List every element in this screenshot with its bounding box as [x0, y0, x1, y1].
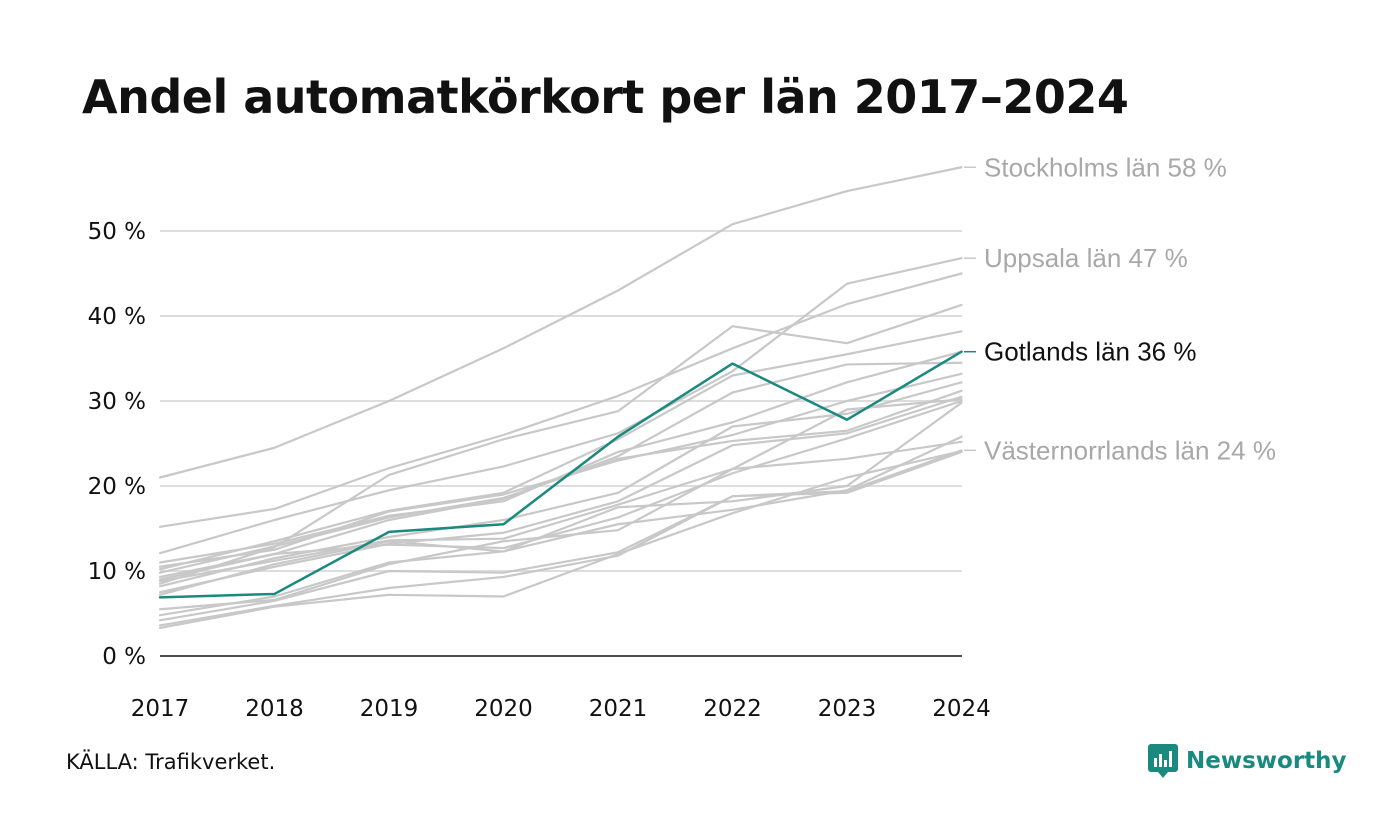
x-tick-label: 2018: [245, 696, 304, 722]
series-line: [158, 350, 963, 564]
series-line: [158, 381, 963, 588]
series-line: [158, 399, 963, 579]
grid-lines: [160, 230, 962, 572]
series-lines: [158, 166, 963, 630]
series-line: [158, 440, 963, 611]
y-tick-label: 0 %: [102, 644, 146, 670]
x-tick-label: 2024: [932, 696, 991, 722]
series-line: [158, 330, 963, 571]
newsworthy-logo-icon: [1148, 744, 1178, 778]
series-line: [158, 435, 963, 617]
series-end-label: Västernorrlands län 24 %: [984, 435, 1276, 465]
y-tick-labels: 0 % 10 % 20 % 30 % 40 % 50 %: [88, 219, 146, 670]
x-tick-label: 2023: [818, 696, 877, 722]
chart-title: Andel automatkörkort per län 2017–2024: [82, 70, 1129, 124]
y-tick-label: 40 %: [88, 304, 146, 330]
brand-logo[interactable]: Newsworthy: [1148, 744, 1347, 778]
source-note: KÄLLA: Trafikverket.: [66, 750, 276, 774]
series-end-label: Stockholms län 58 %: [984, 152, 1227, 182]
series-line: [158, 272, 963, 528]
x-tick-label: 2020: [474, 696, 533, 722]
series-end-labels: Stockholms län 58 % Uppsala län 47 % Gotla…: [964, 152, 1276, 465]
series-line: [158, 398, 963, 583]
series-line: [158, 450, 963, 630]
y-tick-label: 10 %: [88, 559, 146, 585]
series-line: [158, 395, 963, 594]
series-line: [158, 389, 963, 574]
brand-name: Newsworthy: [1186, 748, 1347, 774]
x-tick-labels: 2017 2018 2019 2020 2021 2022 2023 2024: [131, 696, 991, 722]
series-line: [158, 166, 963, 479]
y-tick-label: 50 %: [88, 219, 146, 245]
series-end-label: Uppsala län 47 %: [984, 243, 1188, 273]
x-tick-label: 2017: [131, 696, 190, 722]
x-tick-label: 2022: [703, 696, 762, 722]
x-tick-label: 2021: [589, 696, 648, 722]
series-line: [158, 401, 963, 596]
x-tick-label: 2019: [360, 696, 419, 722]
series-end-label: Gotlands län 36 %: [984, 337, 1196, 367]
series-line: [158, 449, 963, 627]
series-line: [158, 257, 963, 555]
y-tick-label: 20 %: [88, 474, 146, 500]
y-tick-label: 30 %: [88, 389, 146, 415]
series-line: [158, 450, 963, 622]
series-line-highlight: [158, 350, 963, 599]
